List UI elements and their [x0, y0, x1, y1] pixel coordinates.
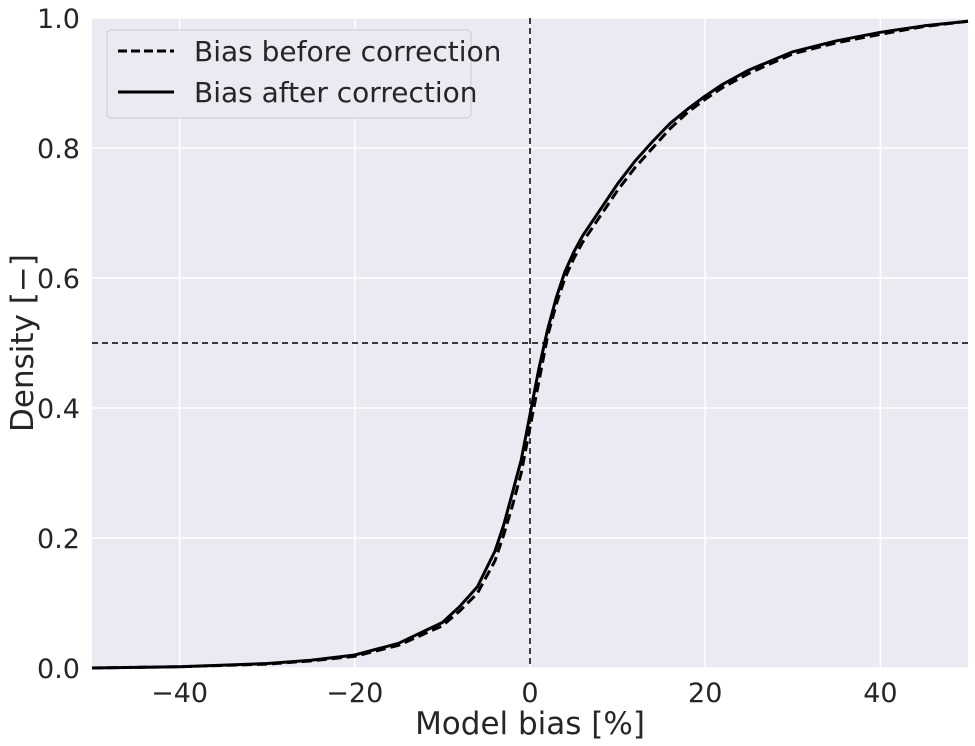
y-tick-label: 0.8: [37, 134, 80, 165]
x-tick-label: 0: [521, 678, 538, 709]
y-tick-label: 0.2: [37, 524, 80, 555]
series-line-after-correction: [91, 19, 969, 670]
series-lines: [91, 19, 969, 670]
x-tick-label: −40: [151, 678, 208, 709]
x-tick-label: −20: [326, 678, 383, 709]
legend-box: [106, 29, 472, 119]
x-tick-labels: −40 −20 0 20 40: [151, 678, 897, 709]
series-line-before-correction: [91, 19, 969, 670]
y-tick-label: 0.4: [37, 394, 80, 425]
legend-label-before: Bias before correction: [194, 35, 501, 68]
y-tick-label: 1.0: [37, 4, 80, 35]
y-tick-label: 0.0: [37, 654, 80, 685]
x-axis-label: Model bias [%]: [415, 706, 645, 742]
legend: Bias before correction Bias after correc…: [106, 29, 501, 119]
y-tick-label: 0.6: [37, 264, 80, 295]
reference-lines: [92, 18, 968, 668]
x-tick-label: 20: [688, 678, 722, 709]
y-tick-labels: 0.0 0.2 0.4 0.6 0.8 1.0: [37, 4, 80, 685]
y-axis-label: Density [−]: [5, 254, 41, 432]
x-tick-label: 40: [863, 678, 897, 709]
legend-label-after: Bias after correction: [194, 76, 477, 109]
